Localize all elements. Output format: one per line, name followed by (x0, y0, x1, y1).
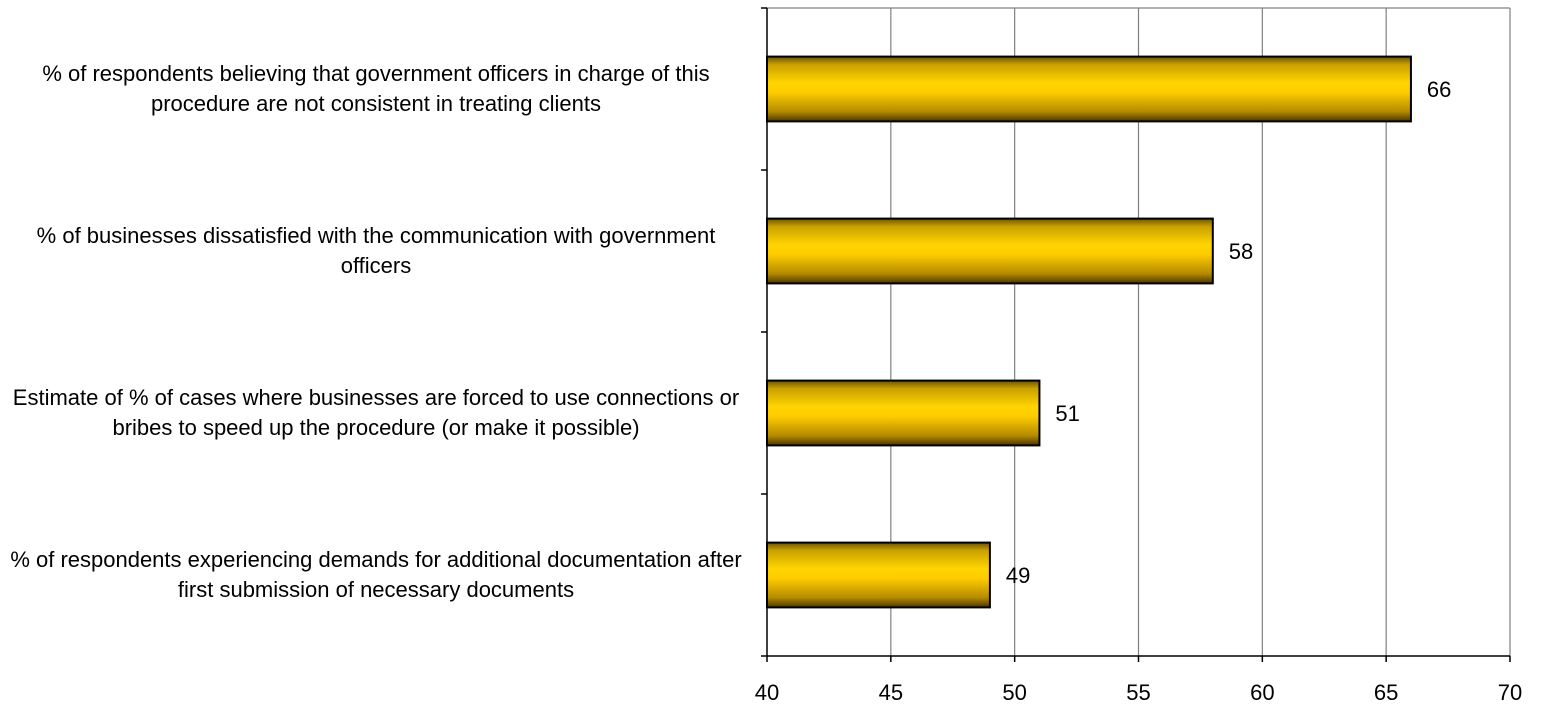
category-label: % of businesses dissatisfied with the co… (36, 223, 716, 278)
bar-value-label: 49 (1006, 563, 1030, 588)
bar-value-label: 66 (1427, 77, 1451, 102)
x-tick-label: 65 (1374, 680, 1398, 705)
category-label: Estimate of % of cases where businesses … (12, 385, 740, 440)
bar (766, 55, 1412, 123)
x-tick-label: 60 (1250, 680, 1274, 705)
bar-value-label: 51 (1055, 401, 1079, 426)
x-tick-label: 45 (879, 680, 903, 705)
x-tick-label: 50 (1002, 680, 1026, 705)
data-labels: 66 58 51 49 (1006, 77, 1452, 588)
bars (766, 55, 1412, 609)
axes: 40 45 50 55 60 65 70 (755, 7, 1522, 705)
category-label: % of respondents believing that governme… (42, 61, 710, 116)
bar-value-label: 58 (1229, 239, 1253, 264)
category-label: % of respondents experiencing demands fo… (10, 547, 742, 602)
bar (766, 379, 1041, 447)
bar (766, 541, 991, 609)
x-tick-label: 55 (1126, 680, 1150, 705)
x-tick-label: 70 (1498, 680, 1522, 705)
bar (766, 217, 1214, 285)
x-tick-label: 40 (755, 680, 779, 705)
